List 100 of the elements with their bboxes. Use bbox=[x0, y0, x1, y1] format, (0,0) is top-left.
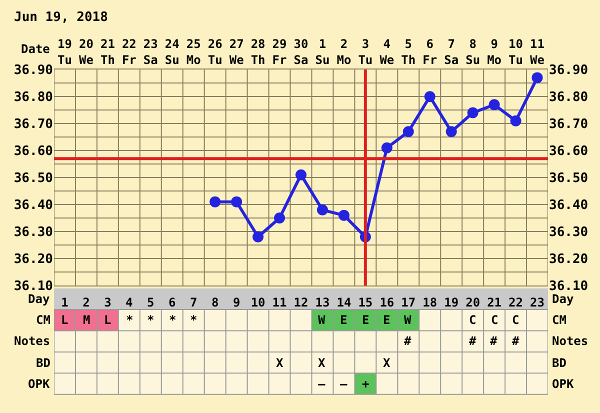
x-tick-label: 29 Fr bbox=[272, 37, 287, 67]
point bbox=[252, 231, 264, 242]
x2-tick-label: 9 bbox=[232, 295, 240, 310]
x2-tick-label: 11 bbox=[272, 295, 287, 310]
x-tick-label: 23 Sa bbox=[143, 37, 158, 67]
x2-tick-label: 8 bbox=[211, 295, 219, 310]
x2-tick-label: 5 bbox=[147, 295, 154, 310]
x-tick-label: 1 Su bbox=[315, 37, 330, 67]
y-tick-label: 36.80 bbox=[14, 90, 54, 106]
text: E bbox=[362, 313, 370, 327]
x-tick-label: 20 We bbox=[78, 37, 94, 67]
text: C bbox=[491, 313, 498, 327]
text: * bbox=[147, 313, 154, 327]
text: * bbox=[190, 313, 198, 327]
y-tick-label: 36.10 bbox=[14, 279, 54, 294]
y-tick-label: 36.70 bbox=[14, 117, 54, 132]
x2-tick-label: 17 bbox=[401, 295, 416, 310]
text: * bbox=[126, 313, 134, 327]
y2-tick-label: 36.90 bbox=[549, 63, 588, 78]
x-tick-label: 21 Th bbox=[100, 37, 115, 67]
point bbox=[402, 126, 414, 138]
x-tick-label: 28 Th bbox=[250, 37, 266, 67]
text: W bbox=[404, 313, 412, 327]
point bbox=[296, 169, 306, 180]
y-tick-label: 36.30 bbox=[14, 225, 54, 240]
text: * bbox=[169, 313, 176, 327]
point bbox=[488, 99, 500, 110]
point bbox=[510, 115, 522, 126]
x-tick-label: 9 Mo bbox=[487, 37, 502, 67]
point bbox=[210, 196, 221, 208]
text: X bbox=[276, 356, 284, 370]
text: X bbox=[383, 356, 390, 370]
x-tick-label: 30 Sa bbox=[294, 37, 308, 67]
x2-axis-title: Day bbox=[552, 292, 574, 306]
text: L bbox=[61, 313, 68, 327]
x-tick-label: 4 We bbox=[380, 37, 394, 67]
x2-tick-label: 18 bbox=[422, 295, 438, 310]
point bbox=[231, 196, 242, 208]
x-tick-label: 26 Tu bbox=[208, 37, 222, 67]
x2-tick-label: 16 bbox=[380, 295, 394, 310]
category-label: BD bbox=[36, 356, 50, 370]
y2-tick-label: 36.40 bbox=[549, 198, 588, 214]
point bbox=[467, 107, 478, 118]
text: E bbox=[340, 313, 348, 327]
x2-tick-label: 1 bbox=[61, 295, 68, 310]
category-label: OPK bbox=[28, 377, 50, 391]
point bbox=[532, 72, 543, 84]
text: – bbox=[318, 377, 326, 391]
text: # bbox=[404, 334, 412, 348]
x2-tick-label: 6 bbox=[168, 295, 176, 310]
text: M bbox=[83, 313, 90, 327]
text: L bbox=[104, 313, 112, 327]
point bbox=[424, 91, 436, 102]
text: C bbox=[512, 313, 520, 327]
y2-tick-label: 36.20 bbox=[549, 252, 588, 268]
x2-tick-label: 4 bbox=[126, 295, 133, 310]
x2-tick-label: 2 bbox=[82, 295, 90, 310]
x-tick-label: 25 Mo bbox=[186, 37, 201, 67]
point bbox=[338, 210, 350, 221]
category-label: CM bbox=[36, 313, 50, 327]
x-tick-label: 3 Tu bbox=[358, 37, 373, 67]
x-tick-label: 7 Sa bbox=[444, 37, 459, 67]
point bbox=[316, 204, 328, 216]
x2-tick-label: 20 bbox=[466, 295, 480, 310]
x-tick-label: 19 Tu bbox=[58, 37, 72, 67]
x2-tick-label: 19 bbox=[444, 295, 459, 310]
text: X bbox=[318, 356, 326, 370]
point bbox=[274, 212, 286, 224]
x2-tick-label: 23 bbox=[530, 295, 544, 310]
y-tick-label: 36.90 bbox=[14, 63, 54, 78]
x2-tick-label: 10 bbox=[250, 295, 266, 310]
x2-tick-label: 21 bbox=[487, 295, 502, 310]
x2-tick-label: 3 bbox=[104, 295, 112, 310]
y-tick-label: 36.40 bbox=[14, 198, 54, 214]
point bbox=[446, 126, 457, 138]
x-tick-label: 5 Th bbox=[401, 37, 416, 67]
x-tick-label: 8 Su bbox=[466, 37, 480, 67]
x-tick-label: 24 Su bbox=[164, 37, 180, 67]
x2-tick-label: 22 bbox=[508, 295, 524, 310]
text: E bbox=[383, 313, 390, 327]
x-tick-label: 11 We bbox=[530, 37, 544, 67]
text: – bbox=[340, 377, 348, 391]
x-tick-label: 2 Mo bbox=[336, 37, 352, 67]
text: W bbox=[318, 313, 326, 327]
text: Day bbox=[28, 292, 50, 306]
x-tick-label: 22 Fr bbox=[122, 37, 136, 67]
x-tick-label: 27 We bbox=[229, 37, 244, 67]
x-tick-label: 10 Tu bbox=[508, 37, 524, 67]
x2-tick-label: 13 bbox=[315, 295, 330, 310]
text: # bbox=[512, 334, 520, 348]
chart-title: Jun 19, 2018 bbox=[14, 10, 108, 25]
x2-tick-label: 15 bbox=[358, 295, 373, 310]
y-tick-label: 36.20 bbox=[14, 252, 54, 268]
y2-tick-label: 36.30 bbox=[549, 225, 588, 240]
x2-tick-label: 12 bbox=[294, 295, 308, 310]
point bbox=[381, 142, 392, 154]
text: # bbox=[490, 334, 498, 348]
category-label: Notes bbox=[14, 334, 50, 348]
x-tick-label: 6 Fr bbox=[422, 37, 438, 67]
text: C bbox=[469, 313, 476, 327]
